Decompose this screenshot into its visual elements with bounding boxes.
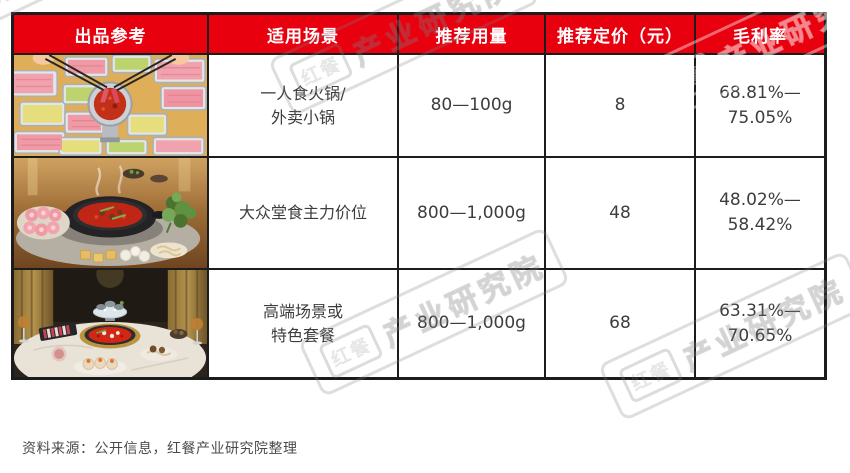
casual-dine-in-hotpot-photo <box>14 158 207 268</box>
scenario-cell: 大众堂食主力价位 <box>209 158 399 270</box>
source-note: 资料来源：公开信息，红餐产业研究院整理 <box>22 441 298 457</box>
scenario-cell: 高端场景或 特色套餐 <box>209 270 399 377</box>
photo-casual-dine-in-hotpot <box>14 158 209 270</box>
margin-cell: 63.31%— 70.65% <box>719 300 801 346</box>
scenario-cell: 一人食火锅/ 外卖小锅 <box>209 55 399 158</box>
usage-cell: 800—1,000g <box>399 158 546 270</box>
usage-cell: 80—100g <box>399 55 546 158</box>
margin-cell: 48.02%— 58.42% <box>696 158 824 270</box>
price-cell: 8 <box>546 55 696 158</box>
premium-banquet-hotpot-photo <box>14 270 207 377</box>
col-header-recommended-price: 推荐定价（元） <box>546 15 696 55</box>
photo-single-person-hotpot <box>14 55 209 158</box>
col-header-gross-margin: 毛利率 <box>696 15 824 55</box>
photo-premium-banquet-hotpot <box>14 270 209 377</box>
col-header-product-reference: 出品参考 <box>14 15 209 55</box>
hotpot-pricing-table: 出品参考 适用场景 推荐用量 推荐定价（元） 毛利率 <box>11 12 827 380</box>
col-header-recommended-usage: 推荐用量 <box>399 15 546 55</box>
col-header-scenario: 适用场景 <box>209 15 399 55</box>
single-person-hotpot-photo <box>14 55 207 156</box>
usage-cell: 800—1,000g <box>399 270 546 377</box>
price-cell: 68 <box>546 270 696 377</box>
margin-cell: 68.81%— 75.05% <box>696 55 824 158</box>
price-cell: 48 <box>546 158 696 270</box>
